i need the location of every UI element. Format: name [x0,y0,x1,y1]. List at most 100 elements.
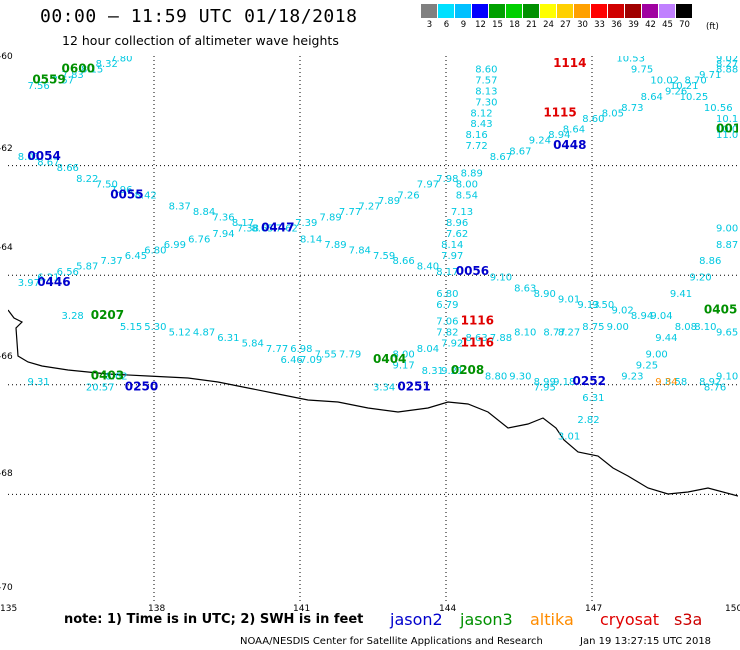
swh-value: 7.90 [130,56,152,59]
swh-value: 7.97 [417,180,439,191]
swh-value: 8.73 [621,103,643,114]
swh-value: 3.34 [373,382,395,393]
scale-swatch [625,4,642,18]
swh-value: 6.99 [164,240,186,251]
scale-swatch [472,4,489,18]
pass-time-label: 1115 [543,105,576,119]
swh-value: 8.66 [392,256,414,267]
pass-time-label: 0404 [373,352,406,366]
scale-label: 39 [628,20,639,30]
scale-label: 36 [611,20,622,30]
swh-value: 8.70 [684,75,706,86]
scale-label: 24 [543,20,554,30]
swh-value: 9.02 [611,306,633,317]
swh-value: 7.72 [465,141,487,152]
scale-label: 70 [679,20,690,30]
swh-value: 8.80 [485,371,507,382]
swh-value: 10.62 [597,56,626,59]
swh-value: 10.17 [716,114,738,125]
swh-value: 7.09 [300,355,322,366]
scale-label: 9 [460,20,467,30]
lon-label-141: 141 [293,604,311,614]
pass-time-label: 0446 [37,275,70,289]
swh-value: 5.87 [76,262,98,273]
pass-time-label: 0012 [716,122,738,136]
pass-time-label: 0054 [27,149,60,163]
swh-value: 7.94 [212,229,234,240]
swh-value: 9.00 [716,223,738,234]
scale-swatch [455,4,472,18]
swh-value: 8.67 [509,147,531,158]
scale-cell: 27 [557,4,574,30]
generated-timestamp: Jan 19 13:27:15 UTC 2018 [580,636,712,647]
swh-value: 9.00 [607,322,629,333]
scale-unit-label: (ft) [706,22,719,32]
swh-value: 8.32 [96,59,118,70]
swh-value: 7.89 [378,196,400,207]
lon-label-144: 144 [439,604,457,614]
graticule [8,56,738,604]
lat-label-68: -68 [0,469,13,479]
scale-swatch [557,4,574,18]
swh-value: 7.84 [349,245,371,256]
swh-value: 8.17 [436,267,458,278]
swh-value: 8.17 [232,218,254,229]
swh-value: 8.62 [105,371,127,382]
swh-value: 6.31 [582,393,604,404]
swh-value: 10.53 [616,56,645,64]
swh-value: 7.55 [315,349,337,360]
swh-value: 6.98 [290,344,312,355]
swh-value: 8.64 [563,125,585,136]
scale-cell: 18 [506,4,523,30]
swh-value: 8.87 [716,240,738,251]
swh-value: 9.00 [646,349,668,360]
swh-value: 7.62 [446,229,468,240]
scale-swatch [591,4,608,18]
legend-jason2: jason2 [390,610,443,629]
scale-cell: 15 [489,4,506,30]
swh-labels: 8.457.907.808.328.157.837.577.568.018.67… [18,56,738,443]
color-scale-legend: 3 6 9 12 15 18 21 24 27 30 33 36 39 42 45 70 [421,4,693,30]
swh-value: 9.75 [631,64,653,75]
swh-value: 7.88 [490,333,512,344]
scale-label: 3 [426,20,433,30]
swh-value: 8.63 [514,284,536,295]
swh-value: 6.31 [217,333,239,344]
swh-value: 6.79 [436,300,458,311]
swh-value: 5.30 [144,322,166,333]
swh-value: 9.20 [689,273,711,284]
swh-value: 7.26 [397,190,419,201]
swh-value: 9.10 [490,273,512,284]
swh-value: 9.01 [558,295,580,306]
swh-value: 8.00 [456,180,478,191]
swh-value: 7.89 [319,212,341,223]
swh-value: 9.04 [650,311,672,322]
swh-value: 7.77 [266,344,288,355]
swh-value: 5.15 [120,322,142,333]
swh-value: 7.96 [110,185,132,196]
scale-cell: 30 [574,4,591,30]
swh-value: 9.41 [670,289,692,300]
scale-label: 45 [662,20,673,30]
swh-value: 9.44 [655,333,677,344]
legend-altika: altika [530,610,574,629]
swh-value: 8.86 [699,256,721,267]
swh-value: 9.13 [577,300,599,311]
wave-height-map: 8.457.907.808.328.157.837.577.568.018.67… [8,56,738,604]
pass-time-label: 0447 [261,220,294,234]
swh-value: 6.80 [436,289,458,300]
scale-swatch [642,4,659,18]
swh-value: 8.67 [490,152,512,163]
swh-value: 9.17 [392,360,414,371]
swh-value: 8.58 [665,377,687,388]
swh-value: 10.09 [716,125,738,136]
swh-value: 10.56 [704,103,733,114]
swh-value: 8.12 [470,108,492,119]
swh-value: 4.87 [193,327,215,338]
pass-time-label: 0250 [125,379,158,393]
swh-value: 9.31 [27,377,49,388]
swh-value: 9.26 [665,86,687,97]
swh-value: 8.42 [135,190,157,201]
scale-swatch [540,4,557,18]
legend-jason3: jason3 [460,610,513,629]
